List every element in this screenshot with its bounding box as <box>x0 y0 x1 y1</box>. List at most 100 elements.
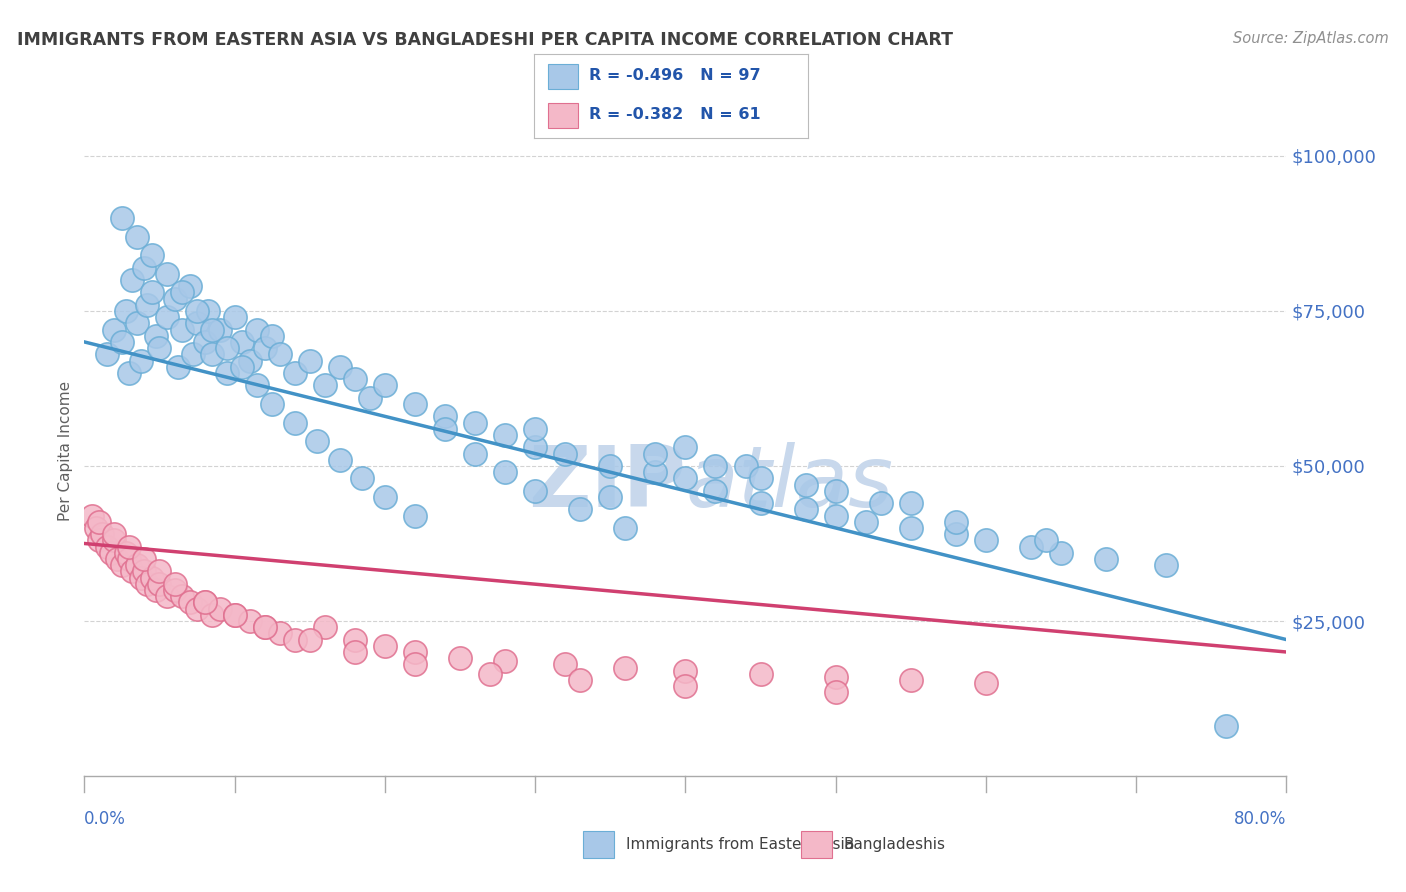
Point <box>136 576 159 591</box>
Point <box>869 496 891 510</box>
Point <box>96 540 118 554</box>
Point <box>118 552 141 566</box>
Point <box>298 353 321 368</box>
Point <box>1095 552 1118 566</box>
Point <box>644 465 666 479</box>
Point <box>224 607 246 622</box>
Point <box>794 502 817 516</box>
Point <box>201 347 224 361</box>
Point <box>494 654 516 668</box>
Point <box>100 546 122 560</box>
Point <box>96 347 118 361</box>
Point <box>201 322 224 336</box>
Y-axis label: Per Capita Income: Per Capita Income <box>58 380 73 521</box>
Point <box>197 304 219 318</box>
Point <box>945 515 967 529</box>
Point <box>115 304 138 318</box>
Point <box>194 595 217 609</box>
Point <box>900 496 922 510</box>
Point <box>404 657 426 672</box>
Point <box>156 267 179 281</box>
Point <box>704 458 727 473</box>
Point <box>246 378 269 392</box>
Point <box>675 441 697 455</box>
Point <box>734 458 756 473</box>
Point <box>118 366 141 380</box>
Point <box>675 471 697 485</box>
Point <box>644 446 666 460</box>
Text: atlas: atlas <box>686 442 893 524</box>
Point <box>599 490 621 504</box>
Point <box>170 322 193 336</box>
Point <box>145 328 167 343</box>
Point <box>524 441 547 455</box>
Point <box>186 304 208 318</box>
Point <box>141 248 163 262</box>
Point <box>524 483 547 498</box>
Point <box>614 660 637 674</box>
Point <box>125 316 148 330</box>
Point <box>945 527 967 541</box>
Point <box>134 260 156 275</box>
Point <box>125 558 148 573</box>
Point <box>156 589 179 603</box>
Point <box>449 651 471 665</box>
Point <box>118 540 141 554</box>
Point <box>269 347 291 361</box>
Point <box>262 397 284 411</box>
Point <box>121 565 143 579</box>
Point <box>404 397 426 411</box>
Point <box>314 620 336 634</box>
Point <box>329 359 352 374</box>
Point <box>1035 533 1057 548</box>
Point <box>148 565 170 579</box>
Point <box>125 229 148 244</box>
Point <box>136 298 159 312</box>
Point <box>170 589 193 603</box>
Point <box>554 446 576 460</box>
Point <box>359 391 381 405</box>
Point <box>479 666 502 681</box>
Point <box>103 533 125 548</box>
Point <box>111 558 134 573</box>
Text: Bangladeshis: Bangladeshis <box>844 838 946 852</box>
Point <box>194 595 217 609</box>
Point <box>131 571 153 585</box>
Point <box>284 416 307 430</box>
Point <box>307 434 329 449</box>
Point <box>269 626 291 640</box>
Point <box>170 285 193 300</box>
Point <box>974 676 997 690</box>
Point <box>343 372 366 386</box>
Point <box>343 645 366 659</box>
Point <box>208 601 231 615</box>
Point <box>374 490 396 504</box>
Point <box>246 322 269 336</box>
Point <box>134 552 156 566</box>
Point <box>599 458 621 473</box>
Point <box>80 508 103 523</box>
Point <box>352 471 374 485</box>
Point <box>253 341 276 355</box>
Point <box>141 285 163 300</box>
Point <box>824 670 846 684</box>
Point <box>554 657 576 672</box>
Point <box>156 310 179 325</box>
Point <box>89 515 111 529</box>
Point <box>224 310 246 325</box>
Point <box>794 477 817 491</box>
Point <box>749 496 772 510</box>
Point <box>614 521 637 535</box>
Point <box>181 347 204 361</box>
Point <box>284 632 307 647</box>
Point <box>464 446 486 460</box>
Point <box>824 508 846 523</box>
Point <box>89 533 111 548</box>
Point <box>675 679 697 693</box>
Point <box>749 666 772 681</box>
Point <box>194 334 217 349</box>
Point <box>115 546 138 560</box>
Point <box>231 359 253 374</box>
Point <box>163 582 186 597</box>
Point <box>824 483 846 498</box>
